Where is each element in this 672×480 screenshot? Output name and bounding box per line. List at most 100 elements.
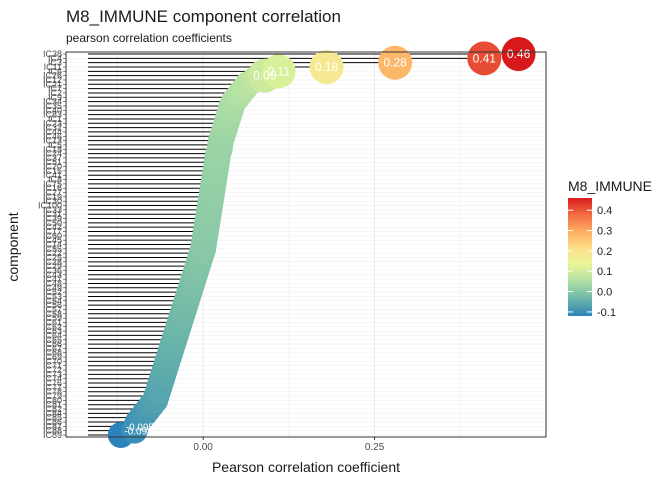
data-points [107,37,536,448]
y-tick-label: IC73 [43,369,62,379]
point-value-label: 0.18 [315,60,339,74]
y-tick-label: IC55 [43,244,62,254]
y-tick-label: IC44 [43,127,62,137]
y-tick-label: IC58 [43,309,62,319]
y-tick-label: IC53 [43,291,62,301]
y-tick-label: IC35 [43,101,62,111]
y-tick-label: IC42 [43,222,62,232]
point-labels: 0.46 0.41 0.28 0.18 0.110.09 -0.095-0.098 [124,47,530,438]
y-tick-label: IC47 [43,274,62,284]
legend-tick-label: -0.1 [597,307,616,319]
y-tick-label: IC64 [43,330,62,340]
y-tick-label: IC84 [43,408,62,418]
y-tick-label: IC76 [43,378,62,388]
point-value-label: 0.28 [383,56,407,70]
y-tick-label: IC21 [43,79,62,89]
y-tick-label: IC20 [43,162,62,172]
y-tick-label: IC22 [43,248,62,258]
y-tick-label: IC14 [43,240,62,250]
point-value-label: -0.098 [124,427,153,438]
data-point [467,41,502,76]
y-tick-label: IC59 [43,313,62,323]
data-point [501,37,536,71]
y-tick-label: IC54 [43,296,62,306]
y-tick-label: IC77 [43,382,62,392]
y-tick-label: IC89 [43,430,62,440]
y-tick-label: IC7 [48,84,62,94]
plot-panel: 0.46 0.41 0.28 0.18 0.110.09 -0.095-0.098 [65,37,547,448]
y-tick-label: IC5 [48,140,62,150]
y-tick-label: IC63 [43,326,62,336]
legend-tick-label: 0.2 [597,246,612,258]
y-tick-label: IC83 [43,110,62,120]
color-legend: M8_IMMUNE 0.4 0.3 0.2 0.1 0.0 -0.1 [568,178,652,319]
y-tick-label: IC25 [43,252,62,262]
y-tick-label: IC23 [43,118,62,128]
y-tick-label: IC75 [43,179,62,189]
legend-tick-label: 0.1 [597,266,612,278]
y-tick-label: IC17 [43,227,62,237]
y-tick-label: IC30 [43,196,62,206]
y-tick-label: IC51 [43,157,62,167]
y-tick-label: IC31 [43,209,62,219]
data-point [378,45,413,80]
y-tick-label: IC29 [43,261,62,271]
y-tick-label: IC39 [43,214,62,224]
legend-tick-label: 0.3 [597,226,612,238]
legend-ticks: 0.4 0.3 0.2 0.1 0.0 -0.1 [568,205,616,319]
y-tick-label: IC78 [43,387,62,397]
y-tick-label: IC57 [43,304,62,314]
y-tick-label: IC86 [43,417,62,427]
y-axis-title: component [5,212,21,281]
legend-tick-label: 0.0 [597,287,612,299]
point-value-label: -0.095 [126,422,155,433]
y-tick-label: IC28 [43,257,62,267]
y-tick-label: IC36 [43,265,62,275]
y-tick-label: IC9 [48,92,62,102]
y-tick-label: IC4 [48,53,62,63]
y-tick-label: IC41 [43,170,62,180]
x-axis-title: Pearson correlation coefficient [212,459,400,475]
y-tick-label: IC11 [44,62,62,72]
legend-tick-label: 0.4 [597,205,612,217]
y-tick-label: IC16 [43,183,62,193]
y-tick-label: IC40 [43,105,62,115]
x-tick-label: 0.00 [193,442,213,453]
y-tick-label: IC46 [43,131,62,141]
chart-title: M8_IMMUNE component correlation [66,7,341,26]
y-tick-label: IC60 [43,231,62,241]
point-value-label: 0.41 [473,51,497,65]
y-tick-label: IC15 [43,166,62,176]
y-tick-label: IC8 [48,175,62,185]
y-tick-label: IC33 [43,205,62,215]
y-tick-label: IC34 [43,97,62,107]
point-value-label: 0.09 [253,69,277,83]
y-tick-label: IC67 [43,343,62,353]
y-tick-label: IC72 [43,365,62,375]
y-tick-label: IC1 [48,114,62,124]
y-tick-label: IC19 [43,192,62,202]
y-tick-label: IC24 [43,149,62,159]
y-tick-label: IC85 [43,413,62,423]
y-tick-label: IC87 [43,421,62,431]
y-tick-label: IC79 [43,391,62,401]
y-tick-label: IC61 [43,317,62,327]
y-tick-label: IC43 [43,270,62,280]
y-tick-label: IC50 [43,218,62,228]
y-axis-ticks: IC38IC4IC3IC11IC6IC26IC12IC21IC7IC2IC9IC… [38,49,66,440]
legend-title: M8_IMMUNE [568,178,652,194]
y-tick-label: IC69 [43,352,62,362]
y-tick-label: IC88 [43,426,62,436]
chart-subtitle: pearson correlation coefficients [66,31,232,45]
data-point [309,49,344,84]
y-tick-label: IC45 [43,235,62,245]
point-value-label: 0.46 [507,47,531,61]
y-tick-label: IC2 [48,88,62,98]
y-tick-label: IC3 [48,58,62,68]
x-axis-ticks: 0.00 0.25 [193,437,385,453]
y-tick-label: IC27 [43,188,62,198]
y-tick-label: IC37 [43,153,62,163]
y-tick-label: IC49 [43,283,62,293]
y-tick-label: IC70 [43,356,62,366]
x-tick-label: 0.25 [365,442,385,453]
